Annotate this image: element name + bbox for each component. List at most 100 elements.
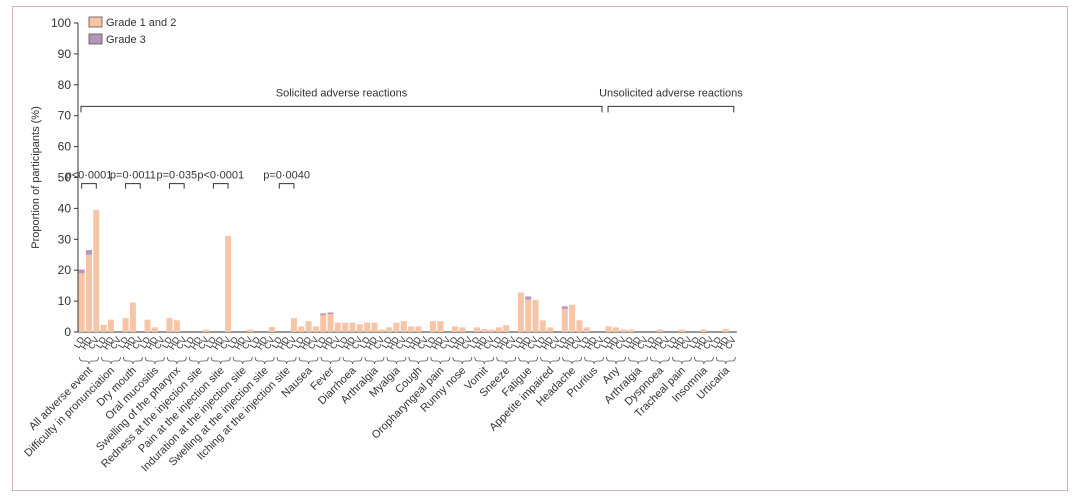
group-brace [452, 356, 473, 365]
bar-grade12 [400, 321, 407, 332]
group-brace [166, 356, 187, 365]
bar-grade12 [342, 322, 349, 332]
bar-grade12 [561, 308, 568, 332]
bar-grade12 [85, 254, 92, 332]
bar-grade12 [166, 318, 173, 332]
bar-grade12 [678, 329, 685, 332]
bar-grade12 [503, 325, 510, 332]
bar-grade12 [722, 328, 729, 332]
group-brace [430, 356, 451, 365]
group-brace [386, 356, 407, 365]
bar-grade12 [364, 322, 371, 332]
bar-grade12 [122, 318, 129, 332]
bar-grade3 [327, 312, 334, 315]
group-brace [496, 356, 517, 365]
group-brace [210, 356, 231, 365]
y-tick-label: 20 [58, 263, 72, 277]
bar-grade12 [415, 326, 422, 332]
bar-grade3 [320, 313, 327, 316]
group-brace [584, 356, 604, 365]
y-tick-label: 90 [58, 47, 72, 61]
group-brace [276, 356, 297, 365]
legend-label-grade3: Grade 3 [106, 34, 146, 46]
bar-grade3 [561, 306, 568, 309]
group-brace [342, 356, 363, 365]
bar-grade12 [583, 327, 590, 332]
bar-grade12 [430, 321, 437, 332]
bar-grade12 [576, 320, 583, 332]
bar-grade12 [481, 328, 488, 332]
bar-grade12 [129, 302, 136, 332]
pvalue-label: p=0·035 [156, 170, 197, 182]
bar-grade12 [547, 327, 554, 332]
pvalue-bracket [125, 183, 141, 189]
bar-grade12 [93, 209, 100, 332]
bar-grade12 [700, 329, 707, 332]
bar-grade12 [203, 329, 210, 332]
group-brace [672, 356, 692, 365]
group-brace [518, 356, 539, 365]
bar-grade12 [290, 318, 297, 332]
bar-grade12 [408, 326, 415, 332]
bar-grade12 [268, 327, 275, 332]
bar-grade12 [320, 315, 327, 332]
figure-frame [12, 6, 1068, 491]
bar-grade12 [144, 319, 151, 332]
section-label: Unsolicited adverse reactions [599, 87, 743, 99]
pvalue-label: p=0·0011 [110, 170, 156, 182]
legend-swatch-grade3 [88, 33, 103, 45]
y-tick-label: 10 [58, 294, 72, 308]
pvalue-bracket [81, 183, 97, 189]
pvalue-bracket [169, 183, 185, 189]
group-brace [628, 356, 648, 365]
bar-grade12 [437, 321, 444, 332]
bar-grade12 [620, 329, 627, 332]
bar-grade12 [247, 329, 254, 332]
group-brace [188, 356, 209, 365]
group-brace [298, 356, 319, 365]
section-label: Solicited adverse reactions [276, 87, 408, 99]
group-brace [562, 356, 582, 365]
group-brace [606, 356, 626, 365]
pvalue-label: p<0·0001 [197, 170, 244, 182]
bar-grade12 [459, 327, 466, 332]
bar-grade12 [532, 300, 539, 332]
bar-grade12 [225, 236, 232, 332]
y-tick-label: 0 [64, 325, 71, 339]
bar-grade3 [525, 296, 532, 300]
bar-grade12 [298, 326, 305, 332]
group-brace [474, 356, 495, 365]
bar-grade12 [107, 319, 114, 332]
bar-grade12 [451, 326, 458, 332]
pvalue-label: p<0·0001 [66, 170, 113, 182]
bar-grade3 [78, 269, 85, 274]
group-brace [232, 356, 253, 365]
group-brace [364, 356, 385, 365]
bar-grade12 [334, 322, 341, 332]
y-axis-label: Proportion of participants (%) [30, 106, 42, 248]
bar-grade12 [312, 326, 319, 332]
bar-grade12 [525, 299, 532, 332]
pvalue-bracket [212, 183, 229, 189]
bar-grade12 [305, 321, 312, 332]
group-brace [79, 356, 99, 365]
y-tick-label: 80 [58, 78, 72, 92]
pvalue-label: p=0·0040 [263, 170, 310, 182]
bar-grade12 [356, 324, 363, 332]
pvalue-bracket [278, 183, 295, 189]
group-brace [693, 356, 714, 365]
bar-grade12 [569, 304, 576, 332]
bar-grade12 [473, 327, 480, 332]
bar-grade12 [495, 327, 502, 332]
bar-grade12 [656, 329, 663, 332]
bar-grade12 [393, 322, 400, 332]
bar-grade3 [85, 250, 92, 255]
bar-grade12 [78, 273, 85, 332]
y-tick-label: 40 [58, 201, 72, 215]
bar-grade12 [151, 327, 158, 332]
bar-grade12 [349, 322, 356, 332]
group-brace [408, 356, 429, 365]
y-tick-label: 100 [51, 16, 71, 30]
y-tick-label: 70 [58, 109, 72, 123]
